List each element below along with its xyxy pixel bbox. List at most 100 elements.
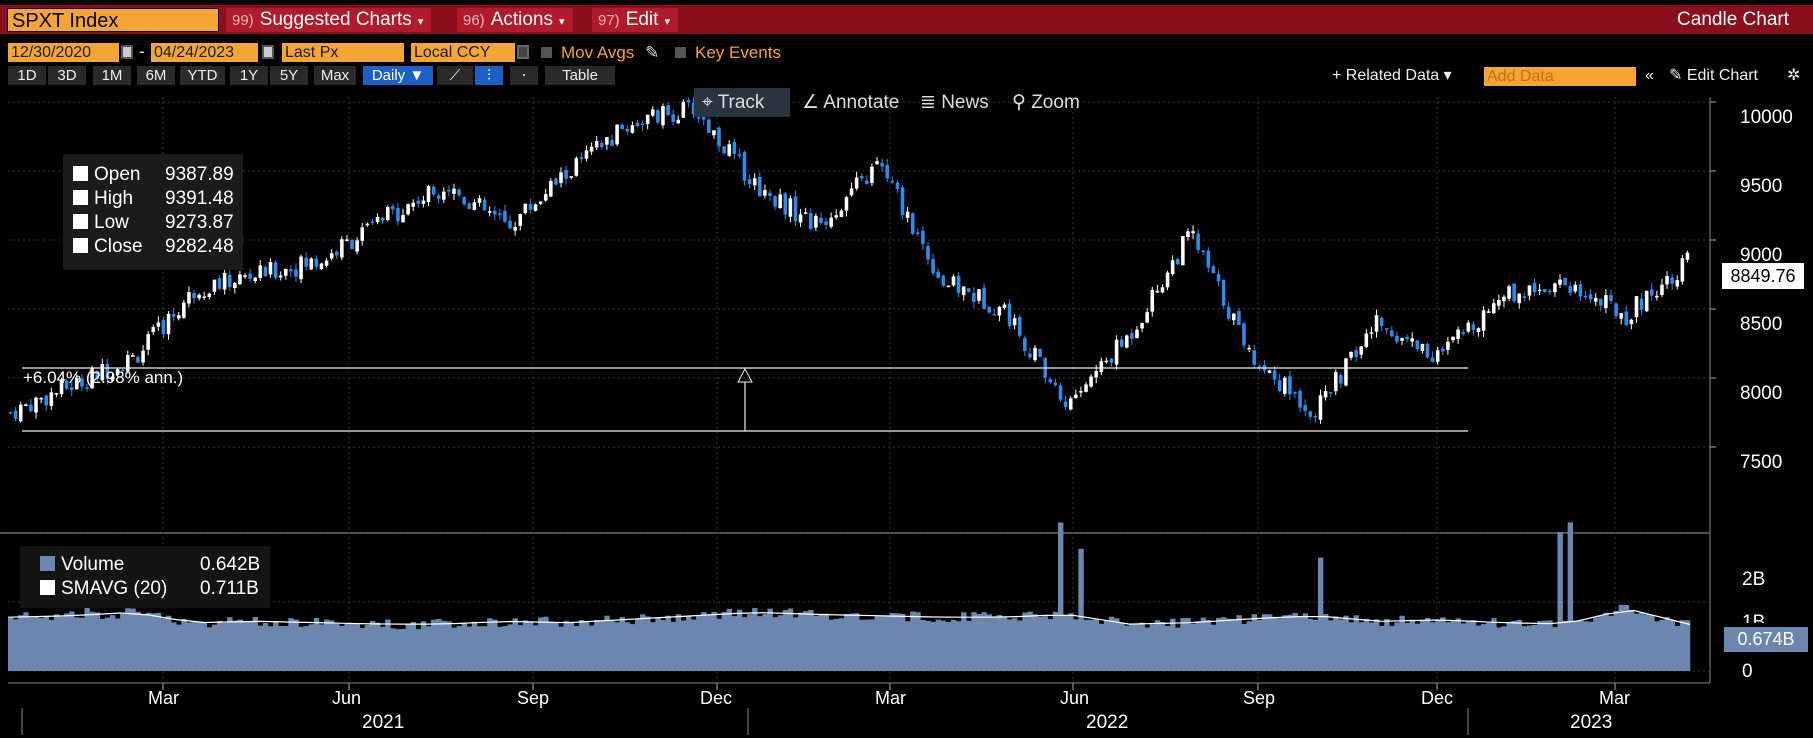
field-selector[interactable]: Last Px	[282, 43, 404, 62]
more-dots-icon[interactable]: ⋅	[510, 66, 538, 85]
dropdown-arrow-icon[interactable]	[517, 45, 529, 59]
legend-volume: Volume 0.642B	[40, 554, 260, 576]
legend-low: Low 9273.87	[73, 212, 234, 234]
volume-bar	[1644, 614, 1650, 671]
period-6m[interactable]: 6M	[137, 66, 175, 85]
period-3d[interactable]: 3D	[48, 66, 86, 85]
frequency-selector[interactable]: Daily ▼	[363, 66, 433, 85]
volume-bar	[1144, 627, 1151, 671]
suggested-charts-button[interactable]: 99) Suggested Charts ▾	[226, 8, 432, 32]
track-label: Track	[717, 92, 765, 113]
menu-number: 96)	[463, 12, 485, 29]
volume-bar	[1119, 622, 1125, 671]
zoom-tool[interactable]: ⚲ Zoom	[1004, 88, 1092, 117]
related-data-button[interactable]: + Related Data ▾	[1332, 67, 1452, 84]
table-button[interactable]: Table	[545, 66, 615, 85]
ohlc-legend: Open 9387.89 High 9391.48 Low 9273.87 Close…	[63, 154, 243, 270]
candle-chart-icon[interactable]: ⫶	[475, 66, 503, 85]
annotate-tool[interactable]: ∠ Annotate	[794, 88, 908, 117]
candle-body	[1491, 303, 1496, 314]
currency-selector[interactable]: Local CCY	[411, 43, 515, 62]
candle-body	[1017, 317, 1022, 336]
volume-bar	[476, 626, 483, 671]
start-date-field[interactable]: 12/30/2020	[8, 43, 119, 62]
candle-body	[1619, 313, 1623, 319]
price-axis-label: 8000	[1740, 383, 1783, 404]
edit-button[interactable]: 97) Edit ▾	[592, 8, 678, 32]
volume-bar	[762, 614, 768, 671]
volume-bar	[1491, 618, 1497, 671]
candle-body	[890, 180, 895, 183]
calendar-icon[interactable]	[262, 45, 274, 59]
candle-body	[661, 106, 665, 126]
candle-body	[1323, 391, 1328, 398]
volume-bar	[502, 626, 508, 671]
menu-label: Edit	[625, 9, 659, 30]
gear-icon[interactable]: ✲	[1787, 67, 1801, 84]
candle-body	[248, 273, 252, 279]
candle-body	[1583, 296, 1588, 298]
candle-body	[559, 172, 563, 184]
candle-body	[956, 275, 961, 293]
key-events-checkbox[interactable]	[675, 47, 686, 58]
ticker-input[interactable]: SPXT Index	[7, 8, 219, 32]
edit-chart-button[interactable]: ✎ Edit Chart	[1669, 67, 1758, 84]
candle-body	[875, 161, 879, 165]
volume-bar	[497, 626, 503, 671]
edit-chart-label: Edit Chart	[1686, 67, 1758, 84]
volume-bar	[1373, 619, 1380, 671]
volume-bar	[125, 608, 131, 671]
volume-bar	[757, 616, 763, 671]
volume-bar	[879, 616, 885, 671]
period-1m[interactable]: 1M	[93, 66, 131, 85]
candle-body	[1221, 279, 1226, 306]
volume-bar	[1547, 620, 1553, 671]
candle-body	[1211, 266, 1216, 274]
line-chart-icon[interactable]: ⟋	[437, 66, 473, 85]
volume-bar	[48, 620, 55, 671]
candle-body	[747, 179, 752, 184]
period-1y[interactable]: 1Y	[230, 66, 268, 85]
candle-body	[712, 130, 716, 136]
period-5y[interactable]: 5Y	[270, 66, 308, 85]
candle-body	[579, 157, 584, 159]
volume-bar	[1042, 616, 1049, 671]
end-date-field[interactable]: 04/24/2023	[151, 43, 258, 62]
period-ytd[interactable]: YTD	[180, 66, 225, 85]
candle-body	[278, 275, 283, 278]
volume-bar	[1679, 620, 1686, 671]
candle-body	[1303, 405, 1307, 411]
period-1d[interactable]: 1D	[8, 66, 46, 85]
candle-body	[1160, 287, 1165, 293]
add-data-input[interactable]: Add Data	[1484, 67, 1636, 86]
candle-body	[916, 232, 920, 234]
calendar-icon[interactable]	[121, 45, 133, 59]
pencil-icon[interactable]: ✎	[645, 43, 660, 62]
candle-body	[80, 378, 84, 387]
actions-button[interactable]: 96) Actions ▾	[457, 8, 573, 32]
volume-bar	[262, 622, 269, 671]
collapse-icon[interactable]: «	[1645, 67, 1654, 84]
candle-body	[1446, 341, 1450, 350]
volume-bar	[930, 621, 936, 671]
volume-bar	[1037, 616, 1043, 671]
track-tool[interactable]: ⌖ Track	[694, 88, 790, 117]
candle-body	[345, 239, 349, 241]
mov-avgs-checkbox[interactable]	[541, 47, 552, 58]
candle-body	[1170, 260, 1175, 275]
candle-body	[161, 319, 166, 335]
volume-bar	[543, 616, 549, 671]
candle-body	[768, 192, 772, 196]
volume-bar	[1684, 620, 1691, 671]
volume-bar	[1139, 622, 1145, 671]
candle-body	[85, 387, 89, 389]
news-tool[interactable]: ≣ News	[912, 88, 998, 117]
volume-bar	[986, 614, 993, 671]
volume-bar	[899, 613, 906, 671]
month-label: Jun	[332, 688, 362, 708]
period-max[interactable]: Max	[314, 66, 356, 85]
candle-body	[1242, 323, 1246, 346]
return-annotation[interactable]: +6.04% (2.98% ann.)	[23, 368, 184, 387]
menu-number: 97)	[598, 12, 620, 29]
